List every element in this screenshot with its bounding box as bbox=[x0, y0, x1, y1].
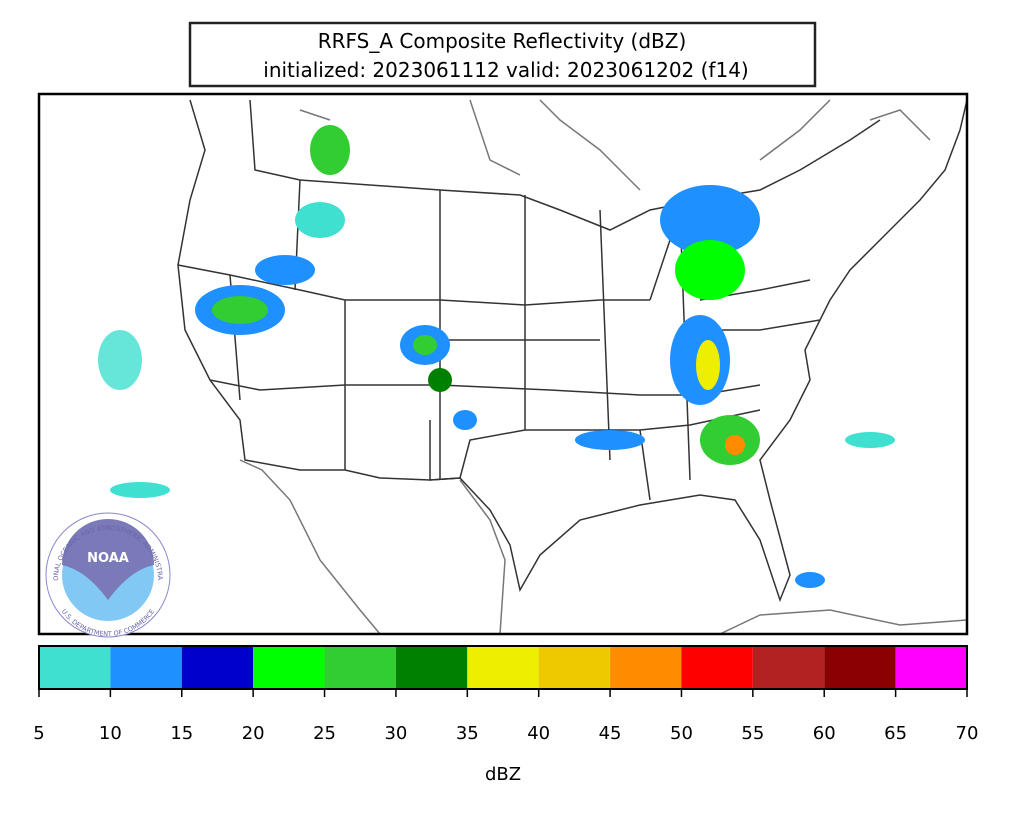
radar-echoes bbox=[98, 125, 895, 588]
title: RRFS_A Composite Reflectivity (dBZ) bbox=[318, 29, 687, 53]
colorbar-segment bbox=[538, 646, 611, 689]
logo-name: NOAA bbox=[87, 551, 129, 566]
colorbar-tick-label: 65 bbox=[884, 723, 907, 744]
colorbar-tick-label: 50 bbox=[670, 723, 693, 744]
colorbar-segment bbox=[253, 646, 325, 689]
colorbar-tick-label: 30 bbox=[384, 723, 407, 744]
colorbar-segment bbox=[610, 646, 682, 689]
colorbar-tick-label: 10 bbox=[99, 723, 122, 744]
map bbox=[39, 94, 967, 634]
colorbar-tick-label: 20 bbox=[242, 723, 265, 744]
colorbar-tick-label: 5 bbox=[33, 723, 44, 744]
colorbar-segment bbox=[895, 646, 967, 689]
colorbar-frame bbox=[38, 645, 968, 690]
colorbar-segment bbox=[824, 646, 896, 689]
colorbar-label: dBZ bbox=[485, 764, 521, 785]
title-box bbox=[188, 21, 817, 88]
colorbar-segment bbox=[324, 646, 396, 689]
colorbar-segment bbox=[110, 646, 182, 689]
colorbar-segment bbox=[395, 646, 468, 689]
colorbar-tick-label: 55 bbox=[741, 723, 764, 744]
colorbar-tick-label: 25 bbox=[313, 723, 336, 744]
colorbar-segment bbox=[752, 646, 825, 689]
subtitle: initialized: 2023061112 valid: 202306120… bbox=[263, 58, 748, 82]
colorbar-tick-label: 60 bbox=[813, 723, 836, 744]
colorbar-tick-label: 40 bbox=[527, 723, 550, 744]
colorbar-segment bbox=[681, 646, 753, 689]
colorbar-segment bbox=[181, 646, 254, 689]
colorbar-segment bbox=[467, 646, 539, 689]
colorbar-tick-label: 15 bbox=[170, 723, 193, 744]
colorbar: 5 10 15 20 25 30 35 40 45 50 55 60 65 70 bbox=[33, 645, 979, 744]
colorbar-segment bbox=[39, 646, 111, 689]
colorbar-tick-label: 45 bbox=[599, 723, 622, 744]
colorbar-tick-label: 70 bbox=[956, 723, 979, 744]
colorbar-tick-label: 35 bbox=[456, 723, 479, 744]
foreign-borders bbox=[239, 99, 967, 634]
map-frame bbox=[37, 92, 969, 636]
